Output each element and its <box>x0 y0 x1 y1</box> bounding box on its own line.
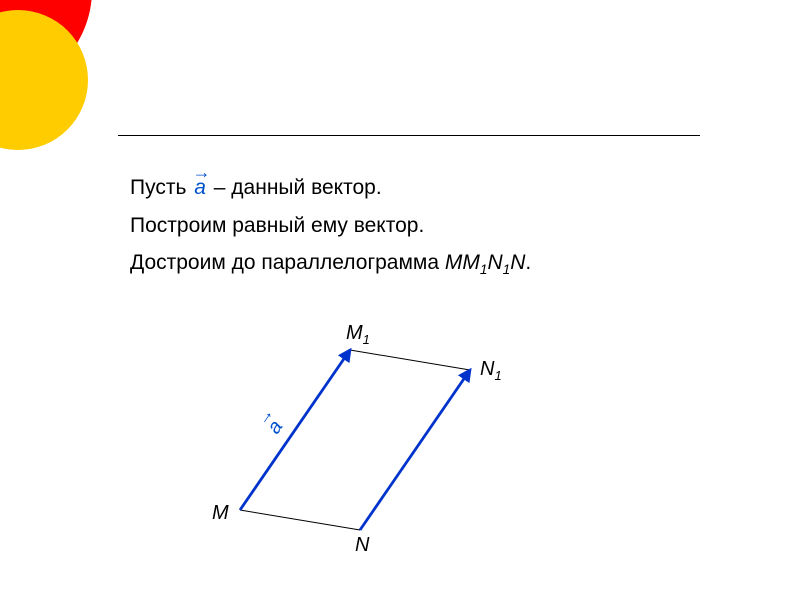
divider-line <box>118 135 700 136</box>
label-n1: N1 <box>480 358 502 383</box>
label-m: M <box>212 502 229 525</box>
edge-m-n <box>240 510 360 530</box>
parallelogram-name: MM1N1N <box>445 251 526 274</box>
body-text: Пусть а – данный вектор. Построим равный… <box>130 170 531 284</box>
label-n: N <box>355 534 369 557</box>
label-m1: M1 <box>346 322 370 347</box>
line1-prefix: Пусть <box>130 176 192 199</box>
line3-suffix: . <box>525 251 531 274</box>
edge-m1-n1 <box>350 350 470 370</box>
parallelogram-diagram: M M1 N N1 →а <box>200 320 520 565</box>
vector-a-symbol: а <box>192 170 208 206</box>
vector-n-n1 <box>360 370 470 530</box>
line-1: Пусть а – данный вектор. <box>130 170 531 206</box>
diagram-svg <box>200 320 520 560</box>
line1-suffix: – данный вектор. <box>208 176 382 199</box>
slide: Пусть а – данный вектор. Построим равный… <box>0 0 800 600</box>
vector-m-m1 <box>240 350 350 510</box>
line3-prefix: Достроим до параллелограмма <box>130 251 445 274</box>
line-3: Достроим до параллелограмма MM1N1N. <box>130 245 531 281</box>
line-2: Построим равный ему вектор. <box>130 208 531 244</box>
